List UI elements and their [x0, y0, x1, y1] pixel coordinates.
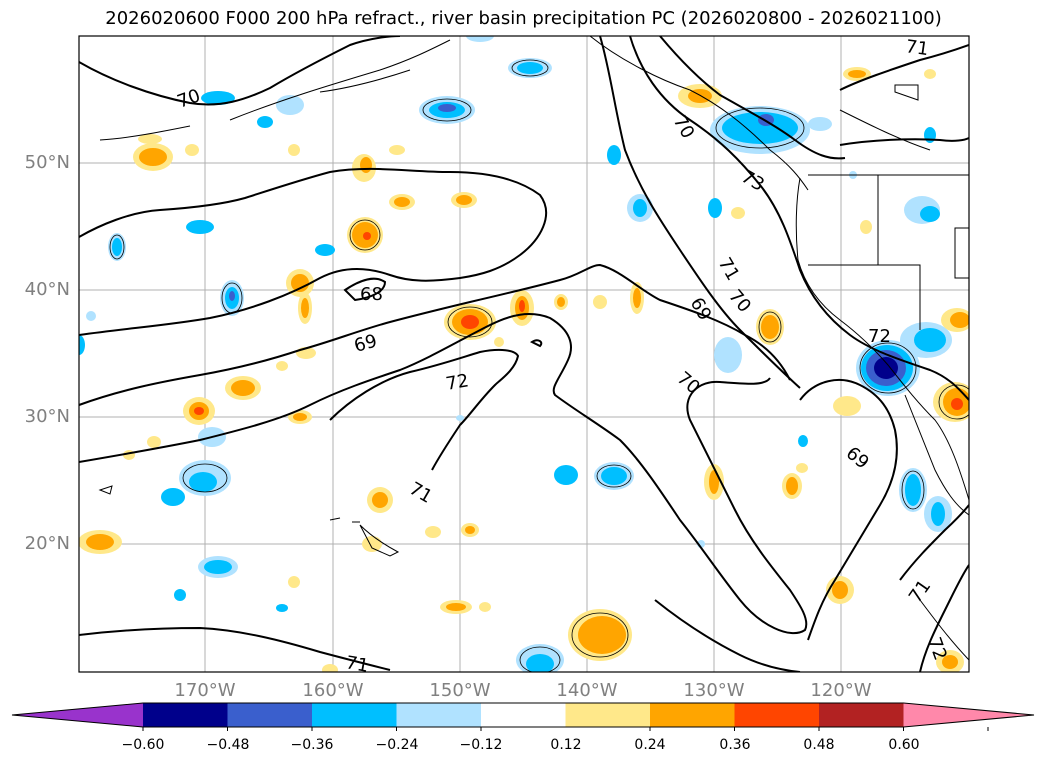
aleutian-coast — [229, 39, 451, 121]
colorbar-segment — [312, 703, 397, 727]
lat-label-40n: 40°N — [24, 279, 70, 300]
precip-shading — [79, 36, 969, 672]
colorbar-segment — [819, 703, 904, 727]
refractivity-contours — [79, 36, 969, 672]
colorbar-tick-label: 0.36 — [719, 737, 751, 753]
lat-label-20n: 20°N — [24, 533, 70, 554]
colorbar-tick-label: 0.60 — [888, 737, 920, 753]
hawaii-islands — [359, 524, 400, 557]
contour-69-central — [79, 263, 791, 406]
contour-label: 71 — [344, 652, 370, 677]
colorbar-tick-label: −0.36 — [290, 737, 334, 753]
coastlines — [98, 36, 969, 661]
colorbar-segment — [227, 703, 313, 727]
lon-label-140w: 140°W — [556, 680, 618, 701]
contour-73-coast — [599, 36, 801, 389]
baja-coast — [904, 394, 969, 516]
us-west-coast — [795, 177, 969, 501]
lat-label-50n: 50°N — [24, 152, 70, 173]
colorbar-segment — [481, 703, 566, 727]
precip-neg-blob — [714, 337, 742, 373]
colorbar-extend-min — [12, 703, 143, 727]
contour-72-se — [919, 564, 969, 672]
contour-label: 72 — [868, 326, 891, 347]
state-borders — [808, 264, 921, 330]
colorbar — [11, 702, 1035, 731]
colorbar-segment — [396, 703, 482, 727]
contour-73-bc — [659, 36, 846, 160]
colorbar-segment — [143, 703, 228, 727]
contour-69-baja — [799, 379, 898, 641]
colorbar-tick-label: 0.12 — [550, 737, 582, 753]
lon-label-160w: 160°W — [302, 680, 364, 701]
colorbar-segment — [565, 703, 651, 727]
contour-70-gulf — [79, 167, 547, 336]
colorbar-tick-label: 0.24 — [634, 737, 666, 753]
colorbar-tick-label: −0.12 — [459, 737, 503, 753]
colorbar-tick-label: −0.24 — [375, 737, 419, 753]
mexico-coast — [919, 599, 969, 661]
contour-71-south — [79, 626, 391, 671]
figure-title: 2026020600 F000 200 hPa refract., river … — [105, 8, 942, 29]
lon-label-170w: 170°W — [174, 680, 236, 701]
contour-label: 71 — [904, 36, 930, 60]
contour-70-north — [79, 36, 401, 106]
lon-label-150w: 150°W — [429, 680, 491, 701]
alaska-bc-coast — [589, 36, 809, 191]
precip-neg-blob — [161, 488, 185, 506]
contour-71-southern — [79, 313, 808, 635]
contour-72-subtropical — [329, 348, 520, 471]
contour-label: 68 — [360, 284, 383, 305]
precip-neg-blob — [554, 465, 578, 485]
colorbar-segment — [650, 703, 735, 727]
precip-neg-blob — [186, 220, 214, 234]
precip-neg-blob — [201, 91, 235, 105]
lon-label-120w: 120°W — [810, 680, 872, 701]
precip-neg-blob — [315, 244, 335, 256]
map-border — [78, 35, 970, 673]
colorbar-tick-label: −0.60 — [121, 737, 165, 753]
contour-71-nw — [839, 44, 969, 91]
colorbar-tick-label: −0.48 — [206, 737, 250, 753]
lon-label-130w: 130°W — [683, 680, 745, 701]
contour-68-closed — [343, 277, 387, 302]
colorbar-extend-max — [903, 703, 1034, 727]
colorbar-segment — [734, 703, 820, 727]
contour-label: 72 — [444, 370, 470, 395]
precip-neg-blob — [607, 145, 621, 165]
colorbar-tick-label: 0.48 — [803, 737, 835, 753]
lat-label-30n: 30°N — [24, 406, 70, 427]
contour-71-coast — [629, 36, 969, 401]
